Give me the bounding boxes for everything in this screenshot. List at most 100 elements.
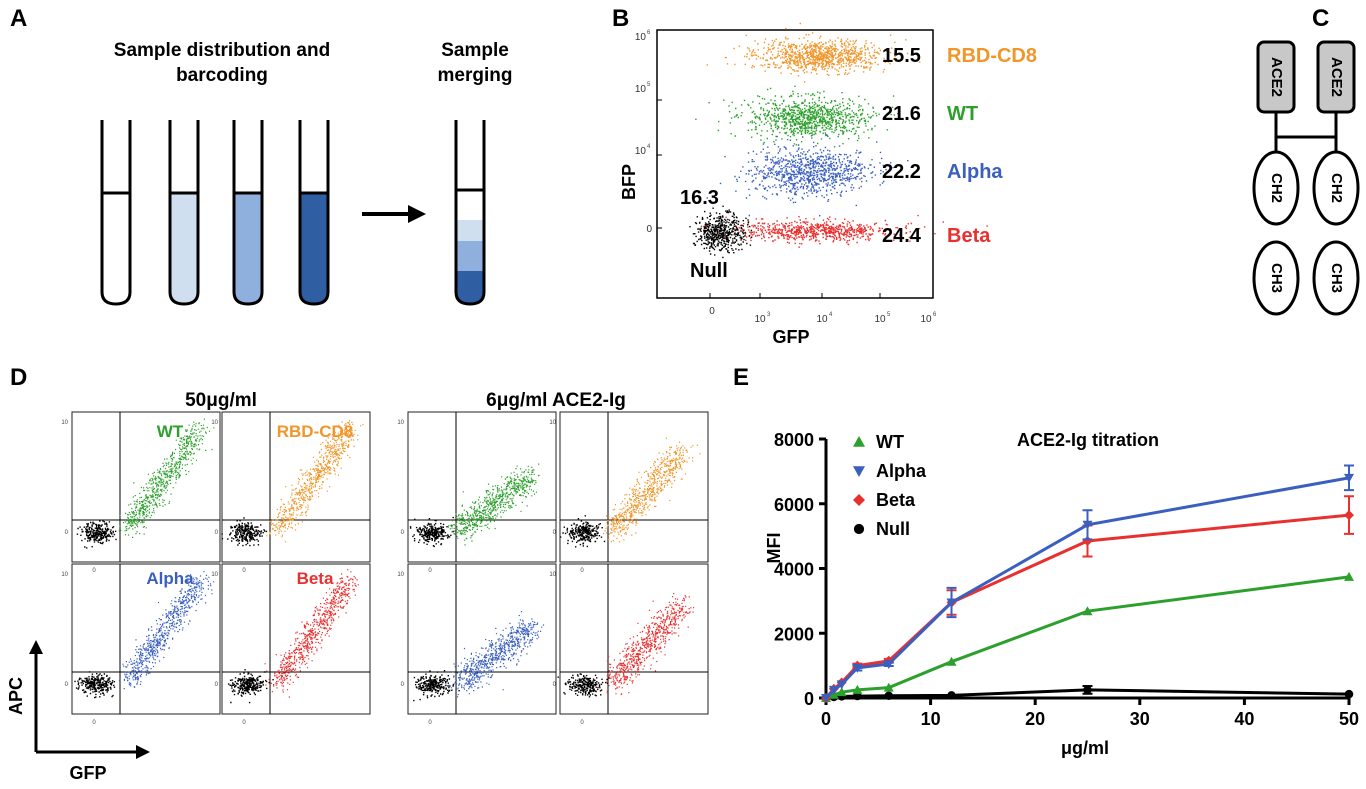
panel-a-label: A <box>10 5 27 32</box>
tick-label: 0 <box>215 530 219 536</box>
tick-label: 0 <box>242 720 246 726</box>
panel-b-label: B <box>612 5 629 32</box>
b-xtick-0: 0 <box>709 306 715 317</box>
null-dot-cloud <box>689 205 753 259</box>
quadrant-label: Beta <box>297 569 334 588</box>
b-xtick-5: 10 <box>874 314 886 325</box>
tick-label: 0 <box>428 720 432 726</box>
x-tick-label: 10 <box>921 709 941 729</box>
panel-a-merge-line1: Sample <box>441 40 509 61</box>
arrow-icon <box>362 205 426 223</box>
rbd-dot-cloud <box>706 22 921 83</box>
alpha-percent: 22.2 <box>882 161 921 183</box>
x-tick-label: 40 <box>1234 709 1254 729</box>
data-point-wt <box>852 684 863 694</box>
tick-label: 10 <box>549 420 556 426</box>
data-point-null <box>884 691 894 700</box>
panel-b-frame <box>656 29 934 299</box>
chart-title: ACE2-Ig titration <box>1017 430 1159 450</box>
panel-e-chart: 0 10 20 30 40 50 0 2000 4000 6000 8000 <box>774 430 1359 729</box>
alpha-label: Alpha <box>947 161 1003 183</box>
flow-dot-cloud <box>602 437 701 543</box>
b-xtick-5-exp: 5 <box>887 312 891 318</box>
b-ytick-5-exp: 5 <box>647 82 651 88</box>
b-ytick-4-exp: 4 <box>647 144 651 150</box>
tick-label: 0 <box>401 682 405 688</box>
merged-layer-dark <box>456 271 484 304</box>
legend-marker-null <box>853 523 865 535</box>
flow-dot-cloud <box>118 418 215 538</box>
panel-b-x-label: GFP <box>772 327 809 347</box>
panel-e-label: E <box>733 364 749 391</box>
tick-label: 0 <box>65 530 69 536</box>
tick-label: 10 <box>211 572 218 578</box>
rbd-percent: 15.5 <box>882 45 921 67</box>
b-ytick-6-exp: 6 <box>647 30 651 36</box>
data-point-wt <box>1344 571 1354 581</box>
y-tick-label: 2000 <box>774 624 814 644</box>
chart-x-label: μg/ml <box>1061 738 1109 758</box>
tube-1 <box>100 120 132 306</box>
b-xtick-4: 10 <box>816 314 828 325</box>
legend-null: Null <box>876 519 910 539</box>
panel-b-tick-marks <box>657 99 881 298</box>
legend-marker-wt <box>853 436 865 447</box>
null-dot-cloud <box>76 520 117 549</box>
merged-tube <box>454 120 486 306</box>
data-point-null <box>1344 689 1354 699</box>
quadrant-label: RBD-CD8 <box>277 422 354 441</box>
null-dot-cloud <box>227 669 274 704</box>
tick-label: 0 <box>92 568 96 574</box>
wt-percent: 21.6 <box>882 103 921 125</box>
tick-label: 0 <box>401 530 405 536</box>
null-label: Null <box>690 260 728 282</box>
data-point-null <box>1083 685 1092 695</box>
data-point-null <box>947 691 956 700</box>
panel-a-heading-line1: Sample distribution and <box>114 40 330 61</box>
legend-marker-beta <box>853 494 865 506</box>
panel-b-dots <box>657 22 988 298</box>
tick-label: 0 <box>92 720 96 726</box>
tick-label: 0 <box>65 682 69 688</box>
panel-b-y-label: BFP <box>619 164 639 200</box>
flow-dot-cloud <box>266 420 364 543</box>
ch2-text-left: CH2 <box>1268 173 1285 203</box>
series-line-wt <box>825 575 1350 700</box>
tube-4-fill <box>300 194 328 304</box>
null-dot-cloud <box>221 517 268 547</box>
legend-alpha: Alpha <box>876 461 927 481</box>
legend-beta: Beta <box>876 490 916 510</box>
b-ytick-6: 10 <box>635 32 647 43</box>
data-point-wt <box>1082 606 1093 616</box>
x-tick-label: 30 <box>1130 709 1150 729</box>
flow-dot-cloud <box>264 569 359 698</box>
panel-a-heading-line2: barcoding <box>176 65 268 86</box>
panel-d-plots: 10 0 0 WT 10 0 0 RBD-CD8 10 0 0 Alpha 10 0 0 Beta 10 0 0 10… <box>61 411 709 726</box>
ch3-text-left: CH3 <box>1268 263 1285 293</box>
flow-dot-cloud <box>118 571 215 690</box>
beta-label: Beta <box>947 225 991 247</box>
null-dot-cloud <box>557 673 610 698</box>
ch2-domain-left <box>1252 150 1300 226</box>
flow-plot-frame <box>407 563 557 715</box>
ch2-domain-right <box>1312 150 1360 226</box>
flow-plot-frame <box>221 411 371 563</box>
tick-label: 10 <box>211 420 218 426</box>
alpha-dot-cloud <box>706 134 909 217</box>
y-tick-label: 6000 <box>774 495 814 515</box>
panel-d-title-left: 50μg/ml <box>185 390 257 411</box>
b-ytick-4: 10 <box>635 146 647 157</box>
panel-d-label: D <box>10 364 27 391</box>
y-tick-label: 4000 <box>774 560 814 580</box>
panel-c: C ACE2 ACE2 CH2 CH2 CH3 CH3 <box>1252 5 1360 316</box>
data-point-null <box>853 691 862 701</box>
null-dot-cloud <box>409 516 468 548</box>
flow-dot-cloud <box>447 463 540 546</box>
ch3-text-right: CH3 <box>1328 263 1345 293</box>
flow-dot-cloud <box>445 611 545 698</box>
data-point-beta <box>1344 510 1354 521</box>
panel-a-merge-line2: merging <box>438 65 513 86</box>
ch3-domain-left <box>1252 240 1300 316</box>
tick-label: 0 <box>580 720 584 726</box>
